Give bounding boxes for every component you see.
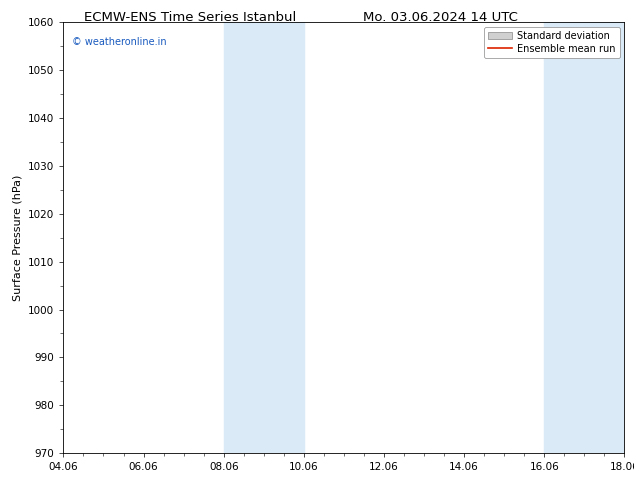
Bar — [224, 22, 304, 453]
Text: Mo. 03.06.2024 14 UTC: Mo. 03.06.2024 14 UTC — [363, 11, 518, 24]
Legend: Standard deviation, Ensemble mean run: Standard deviation, Ensemble mean run — [484, 27, 619, 58]
Y-axis label: Surface Pressure (hPa): Surface Pressure (hPa) — [13, 174, 23, 301]
Text: ECMW-ENS Time Series Istanbul: ECMW-ENS Time Series Istanbul — [84, 11, 296, 24]
Bar — [545, 22, 624, 453]
Text: © weatheronline.in: © weatheronline.in — [72, 37, 167, 47]
